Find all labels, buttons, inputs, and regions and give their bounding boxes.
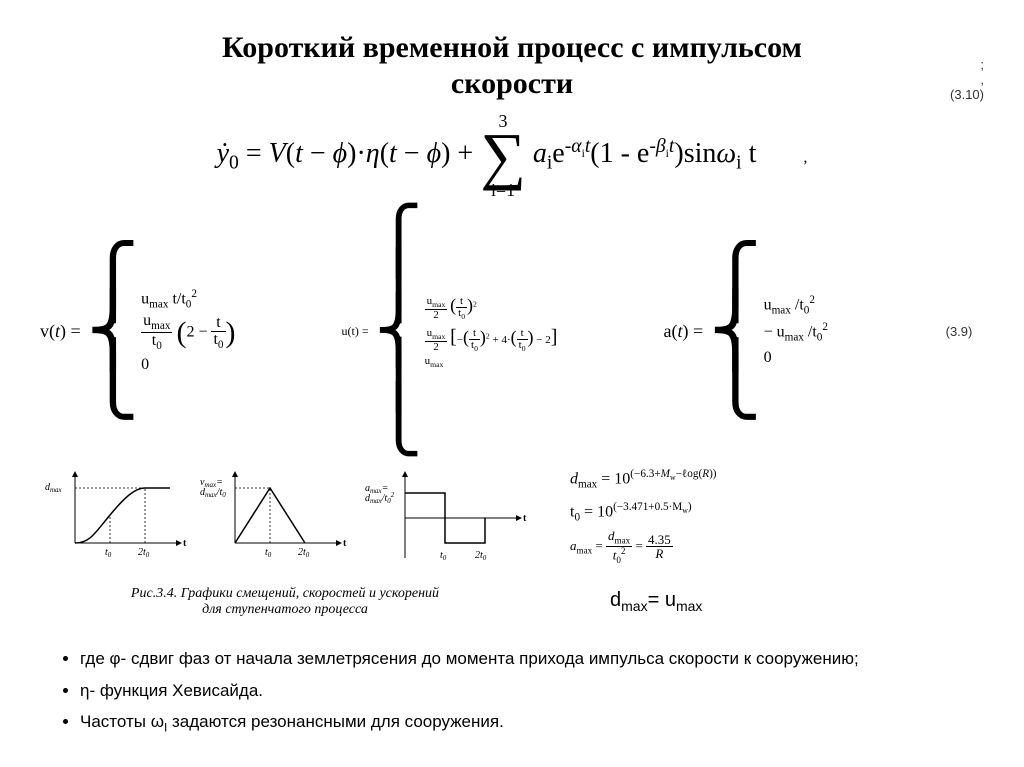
svg-text:2t0: 2t0 bbox=[298, 547, 310, 559]
graph-acceleration: amax= dmax/t02 t0 2t0 t bbox=[360, 463, 530, 578]
piecewise-row: v(t) = ⎧⎨⎩ umax t/t02 umaxt0 (2 − tt0) 0… bbox=[40, 219, 984, 443]
eq-v: v(t) = ⎧⎨⎩ umax t/t02 umaxt0 (2 − tt0) 0 bbox=[40, 258, 236, 405]
svg-text:2t0: 2t0 bbox=[138, 547, 150, 559]
graph-velocity: vmax= dmax/t0 t0 2t0 t bbox=[200, 463, 350, 578]
side-equations: dmax = 10(−6.3+Mw−ℓog(R)) t0 = 10(−3.471… bbox=[570, 463, 717, 620]
figure-caption: Рис.3.4. Графики смещений, скоростей и у… bbox=[40, 586, 530, 618]
bullet-item: Частоты ωI задаются резонансными для соо… bbox=[80, 709, 984, 737]
svg-text:t0: t0 bbox=[265, 547, 272, 559]
bullet-item: η- функция Хевисайда. bbox=[80, 678, 984, 704]
main-equation: ẏ0 = V(t − ϕ)·η(t − ϕ) + 3 ∑ i=1 aie-αit… bbox=[40, 112, 984, 199]
graphs-and-side: dmax t0 2t0 t vmax= dmax/t0 bbox=[40, 463, 984, 626]
eq-u: u(t) = ⎧⎪⎨⎪⎩ umax2 (tt0)2 umax2 [−(tt0)2… bbox=[342, 219, 558, 443]
dmax-umax: dmax= umax bbox=[610, 580, 717, 620]
svg-text:dmax: dmax bbox=[45, 482, 63, 494]
svg-text:t0: t0 bbox=[440, 550, 447, 562]
svg-text:t0: t0 bbox=[105, 547, 112, 559]
eq-a: a(t) = ⎧⎨⎩ umax /t02 − umax /t02 0 bbox=[663, 258, 828, 405]
svg-text:t: t bbox=[343, 538, 347, 549]
graph-displacement: dmax t0 2t0 t bbox=[40, 463, 190, 578]
svg-text:t: t bbox=[183, 538, 187, 549]
svg-text:t: t bbox=[523, 513, 527, 524]
eq-ref-39: (3.9) bbox=[934, 324, 984, 339]
bullet-list: где φ- сдвиг фаз от начала землетрясения… bbox=[40, 646, 984, 737]
bullet-item: где φ- сдвиг фаз от начала землетрясения… bbox=[80, 646, 984, 672]
svg-text:2t0: 2t0 bbox=[475, 550, 487, 562]
